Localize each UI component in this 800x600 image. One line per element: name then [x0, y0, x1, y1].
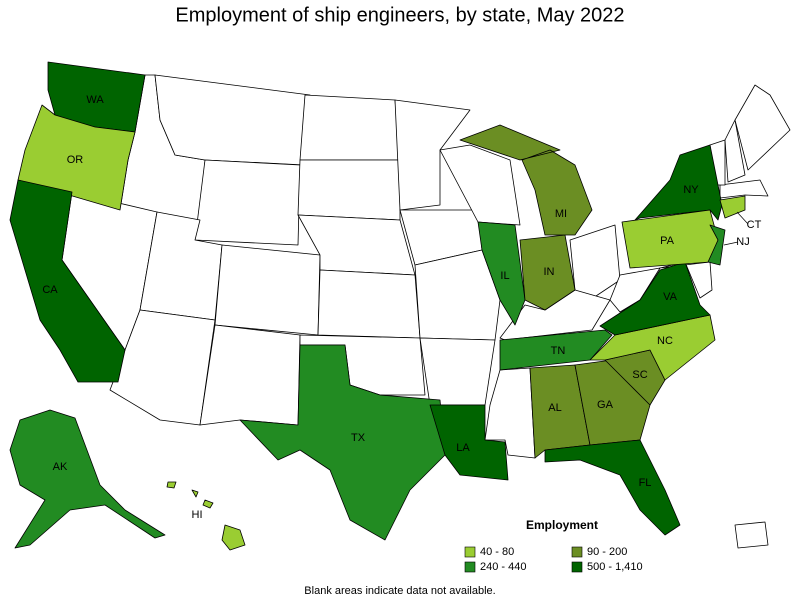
state-label: GA — [597, 399, 614, 411]
legend-label: 240 - 440 — [480, 561, 526, 573]
state-label: OR — [67, 154, 84, 166]
state — [569, 224, 621, 301]
state — [317, 269, 421, 339]
state — [9, 179, 126, 383]
state — [544, 439, 681, 536]
footnote: Blank areas indicate data not available. — [304, 585, 495, 597]
state-label: CA — [42, 284, 58, 296]
state-label: TN — [551, 345, 566, 357]
state — [429, 404, 509, 481]
state-label: WA — [86, 94, 104, 106]
state — [439, 144, 521, 226]
legend-swatch — [464, 546, 476, 558]
state — [477, 221, 526, 326]
map-title: Employment of ship engineers, by state, … — [175, 4, 624, 26]
state-labels: WA OR CA AK HI TX LA IL IN MI TN AL GA SC NC VA FL NY PA NJ… — [42, 94, 761, 521]
leader-line — [736, 211, 749, 225]
state-label: LA — [456, 442, 470, 454]
leader-line — [723, 241, 739, 246]
state — [394, 99, 471, 211]
state — [499, 329, 613, 371]
state — [734, 521, 769, 549]
state — [734, 84, 791, 171]
data-states — [9, 61, 746, 551]
state — [214, 244, 321, 336]
state-label: HI — [192, 509, 203, 521]
legend-label: 90 - 200 — [587, 546, 627, 558]
state — [194, 159, 301, 246]
state — [707, 224, 726, 266]
state-label: NY — [683, 184, 699, 196]
state — [519, 234, 576, 311]
state-label: IN — [544, 266, 555, 278]
state — [724, 119, 746, 183]
legend-swatch — [464, 561, 476, 573]
blank-states — [61, 74, 791, 549]
state — [419, 337, 496, 406]
state — [599, 261, 711, 336]
state-label: SC — [632, 369, 647, 381]
legend-title: Employment — [526, 518, 598, 532]
state — [199, 324, 301, 426]
state — [154, 74, 311, 166]
state-label: NC — [657, 335, 673, 347]
state — [609, 267, 661, 313]
legend: 40 - 80 90 - 200 240 - 440 500 - 1,410 — [464, 546, 643, 573]
legend-swatch — [571, 546, 583, 558]
state — [634, 144, 723, 221]
state — [297, 159, 401, 221]
state-label: IL — [500, 270, 509, 282]
state — [299, 94, 401, 161]
state-label: PA — [660, 235, 675, 247]
state-label: CT — [747, 219, 762, 231]
state-label: VA — [663, 291, 678, 303]
state — [166, 481, 246, 551]
state — [239, 344, 446, 541]
legend-swatch — [571, 561, 583, 573]
legend-label: 500 - 1,410 — [587, 561, 643, 573]
state — [719, 195, 746, 219]
state — [414, 249, 501, 341]
state-label: TX — [351, 432, 366, 444]
state-label: AL — [548, 402, 561, 414]
state — [719, 179, 769, 199]
state-label: AK — [53, 461, 68, 473]
state — [9, 409, 166, 549]
state-label: NJ — [736, 236, 749, 248]
legend-label: 40 - 80 — [480, 546, 514, 558]
state-label: FL — [639, 477, 652, 489]
state-label: MI — [555, 208, 567, 220]
state — [459, 124, 593, 236]
state — [17, 104, 136, 211]
